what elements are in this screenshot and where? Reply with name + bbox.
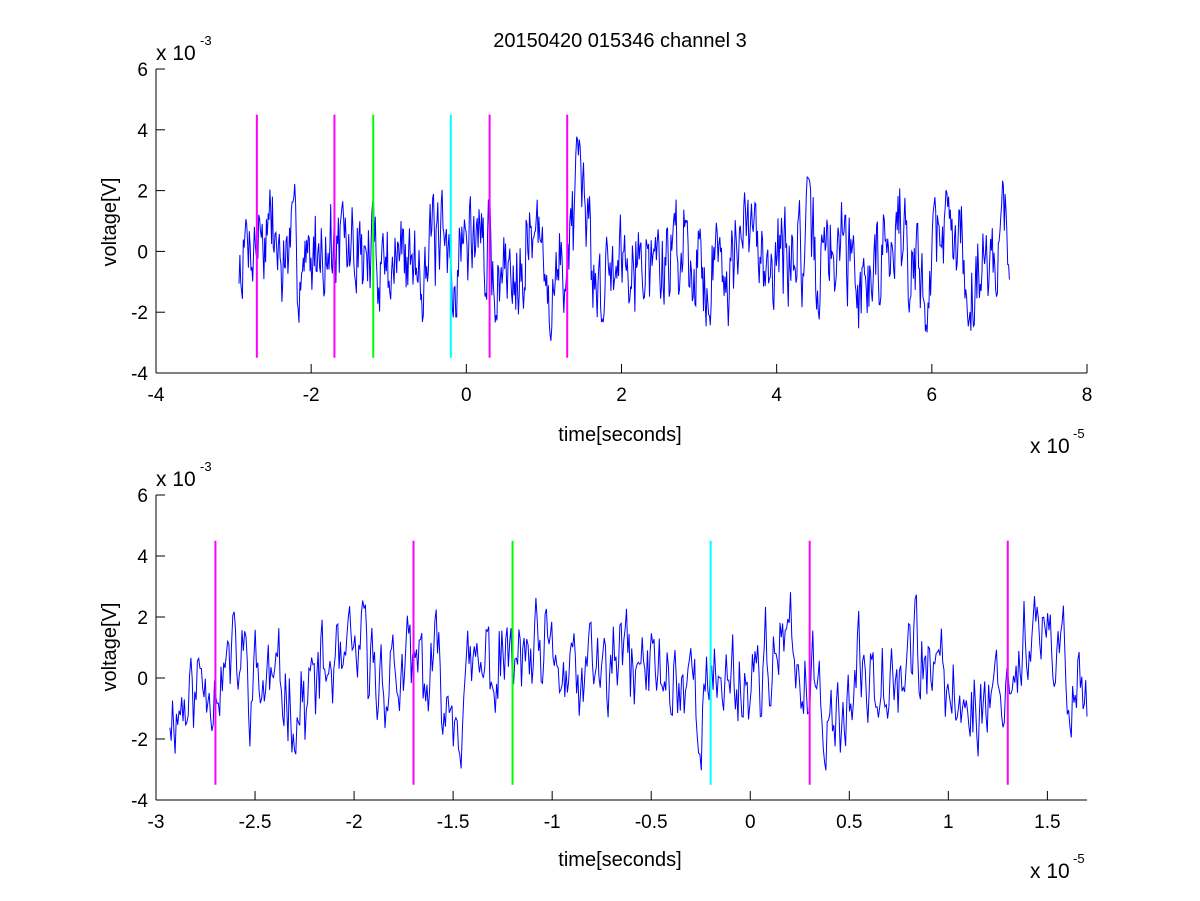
top-axes: -4 -2 0 2 4 6 8 -4 -2 0 2 4 6	[131, 60, 1092, 406]
top-x-tick-label: 0	[461, 385, 472, 406]
top-y-tick-label: 6	[137, 60, 148, 81]
bottom-x-multiplier: x 10 -5	[1030, 851, 1085, 883]
top-xlabel: time[seconds]	[558, 424, 681, 446]
top-x-multiplier-exp: -5	[1073, 426, 1085, 441]
bottom-x-tick-label: -3	[148, 812, 165, 833]
top-x-multiplier: x 10 -5	[1030, 426, 1085, 458]
bottom-y-tick-label: 2	[137, 608, 148, 629]
top-y-tick-label: 2	[137, 182, 148, 203]
top-y-multiplier-exp: -3	[200, 33, 212, 48]
top-x-tick-label: 4	[771, 385, 782, 406]
top-x-tick-label: -4	[148, 385, 165, 406]
top-x-tick-label: 2	[616, 385, 627, 406]
bottom-y-tick-label: -4	[131, 791, 148, 812]
top-signal-layer	[238, 136, 1010, 341]
bottom-x-tick-label: -2	[346, 812, 363, 833]
top-x-multiplier-base: x 10	[1030, 435, 1070, 458]
bottom-x-tick-label: 0.5	[836, 812, 862, 833]
bottom-y-tick-label: 0	[137, 669, 148, 690]
top-y-tick-label: 0	[137, 242, 148, 263]
bottom-x-tick-label: -2.5	[239, 812, 272, 833]
bottom-x-multiplier-exp: -5	[1073, 851, 1085, 866]
bottom-x-tick-label: 0	[745, 812, 756, 833]
bottom-ylabel: voltage[V]	[99, 603, 121, 692]
bottom-y-multiplier-exp: -3	[200, 459, 212, 474]
bottom-x-tick-label: -1.5	[437, 812, 470, 833]
bottom-x-tick-label: 1	[943, 812, 954, 833]
chart-title: 20150420 015346 channel 3	[493, 30, 747, 52]
top-y-multiplier-base: x 10	[156, 42, 196, 65]
top-x-tick-label: 8	[1082, 385, 1093, 406]
top-ylabel: voltage[V]	[99, 178, 121, 267]
top-x-tick-label: -2	[303, 385, 320, 406]
bottom-signal-trace	[169, 592, 1088, 771]
bottom-marker-layer	[214, 540, 1009, 785]
bottom-signal-layer	[169, 592, 1088, 771]
bottom-axes: -3 -2.5 -2 -1.5 -1 -0.5 0 0.5 1 1.5 -4 -2 0 2 4 6	[131, 486, 1087, 833]
bottom-y-tick-label: -2	[131, 730, 148, 751]
bottom-x-tick-label: -1	[544, 812, 561, 833]
bottom-xlabel: time[seconds]	[558, 849, 681, 871]
top-subplot: -4 -2 0 2 4 6 8 -4 -2 0 2 4 6 time[seconds] voltage[…	[99, 33, 1092, 458]
bottom-y-tick-label: 6	[137, 486, 148, 507]
svg-text:x 10: x 10	[156, 42, 196, 65]
bottom-x-tick-label: -0.5	[635, 812, 668, 833]
bottom-y-multiplier-base: x 10	[156, 468, 196, 491]
bottom-y-tick-label: 4	[137, 547, 148, 568]
top-y-multiplier: x 10 -3	[156, 33, 212, 65]
top-y-tick-label: 4	[137, 121, 148, 142]
top-marker-layer	[255, 114, 569, 358]
bottom-x-multiplier-base: x 10	[1030, 860, 1070, 883]
bottom-x-tick-label: 1.5	[1034, 812, 1060, 833]
top-signal-trace	[238, 136, 1010, 341]
top-y-tick-label: -4	[131, 364, 148, 385]
top-y-tick-label: -2	[131, 303, 148, 324]
bottom-y-multiplier: x 10 -3	[156, 459, 212, 491]
bottom-subplot: -3 -2.5 -2 -1.5 -1 -0.5 0 0.5 1 1.5 -4 -2 0 2 4 6 time[…	[99, 459, 1088, 883]
top-x-tick-label: 6	[927, 385, 938, 406]
